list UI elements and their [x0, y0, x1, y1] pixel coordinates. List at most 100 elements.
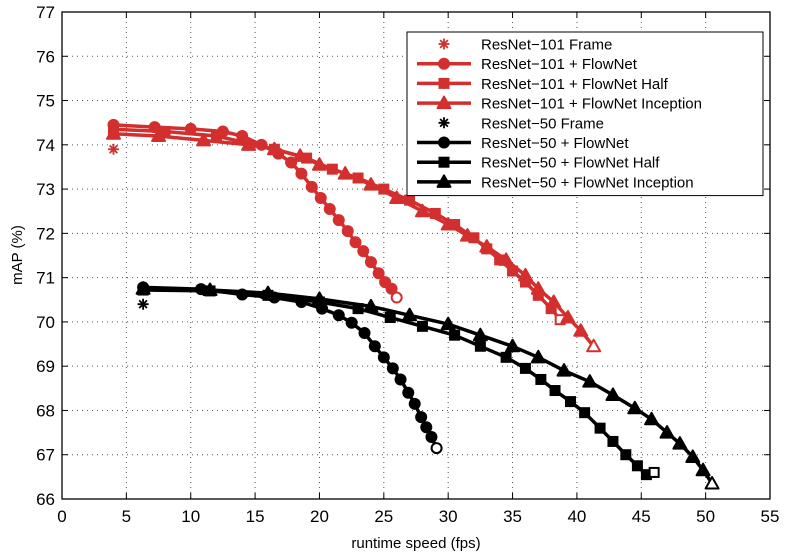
legend-label: ResNet−50 + FlowNet	[481, 135, 629, 152]
data-point	[135, 281, 151, 295]
data-point	[546, 294, 562, 308]
legend-entry: ResNet−101 + FlowNet	[417, 56, 638, 73]
data-point	[440, 217, 456, 231]
data-point	[449, 329, 461, 341]
data-point	[105, 126, 121, 140]
data-point	[323, 203, 336, 216]
data-point	[425, 431, 438, 444]
data-point	[648, 466, 660, 478]
y-tick-label: 69	[36, 357, 55, 376]
data-point	[605, 387, 621, 401]
data-point	[372, 267, 385, 280]
legend-label: ResNet−50 Frame	[481, 115, 604, 132]
y-tick-label: 77	[36, 3, 55, 22]
x-tick-label: 5	[122, 507, 131, 526]
data-point	[573, 323, 589, 337]
data-point	[332, 214, 345, 227]
data-point	[459, 228, 475, 242]
data-point	[672, 436, 688, 450]
data-point	[560, 309, 576, 324]
data-point	[384, 311, 396, 323]
data-point	[556, 363, 572, 377]
data-point	[402, 386, 415, 399]
axis-ticks: 0 5 10 15 20 25 30 35 40 45 50 55 66 67 68 69 70 71 72 73 74…	[36, 3, 779, 526]
data-point	[659, 425, 675, 439]
data-point	[390, 291, 403, 304]
data-point	[311, 291, 327, 305]
x-tick-label: 0	[57, 507, 66, 526]
x-tick-label: 50	[696, 507, 715, 526]
legend-label: ResNet−101 + FlowNet Half	[481, 76, 669, 93]
legend-label: ResNet−101 + FlowNet Inception	[481, 96, 702, 113]
data-point	[474, 340, 486, 352]
x-tick-label: 45	[632, 507, 651, 526]
y-tick-label: 76	[36, 47, 55, 66]
data-point	[389, 190, 405, 204]
x-tick-label: 15	[246, 507, 265, 526]
data-point	[505, 338, 521, 353]
data-point	[620, 449, 632, 461]
data-point	[337, 166, 353, 180]
data-point	[704, 476, 720, 490]
data-point	[685, 449, 701, 463]
data-point	[631, 460, 643, 472]
data-point	[266, 141, 282, 156]
series-layer	[105, 118, 720, 490]
data-point	[500, 351, 512, 363]
data-point	[644, 411, 660, 426]
x-tick-label: 25	[374, 507, 393, 526]
legend-marker	[438, 117, 450, 129]
data-point	[295, 167, 308, 180]
data-point	[364, 256, 377, 269]
data-point	[314, 191, 327, 204]
y-tick-label: 68	[36, 401, 55, 420]
y-tick-label: 70	[36, 313, 55, 332]
legend-marker	[438, 77, 450, 89]
y-tick-label: 67	[36, 446, 55, 465]
data-point	[627, 400, 643, 415]
data-point	[420, 421, 433, 434]
data-point	[479, 239, 495, 253]
data-point	[311, 157, 327, 171]
data-point	[402, 307, 418, 322]
x-tick-label: 40	[567, 507, 586, 526]
data-point	[472, 327, 488, 342]
data-point	[260, 285, 276, 300]
data-point	[535, 373, 547, 385]
y-tick-label: 66	[36, 490, 55, 509]
data-point	[363, 177, 379, 191]
plot-area-border	[61, 11, 771, 500]
legend-label: ResNet−50 + FlowNet Half	[481, 155, 660, 172]
legend-entry: ResNet−50 + FlowNet	[417, 135, 629, 152]
data-point	[549, 385, 561, 397]
legend-label: ResNet−50 + FlowNet Inception	[481, 174, 694, 191]
legend: ResNet−101 Frame ResNet−101 + FlowNet ResN…	[406, 31, 764, 197]
data-point	[210, 130, 222, 142]
series-4	[137, 298, 149, 310]
data-point	[586, 338, 602, 353]
series-3	[105, 126, 602, 353]
legend-entry: ResNet−50 + FlowNet Inception	[417, 174, 694, 191]
data-point	[416, 320, 428, 332]
data-point	[415, 411, 428, 424]
legend-entry: ResNet−50 Frame	[438, 115, 604, 132]
data-point	[377, 351, 390, 364]
legend-entry: ResNet−50 + FlowNet Half	[417, 155, 660, 172]
legend-box	[406, 31, 764, 197]
legend-marker	[436, 95, 452, 110]
data-point	[137, 298, 149, 310]
data-point	[607, 435, 619, 447]
y-tick-label: 75	[36, 92, 55, 111]
data-point	[305, 180, 318, 193]
data-point	[582, 374, 598, 388]
legend-marker	[438, 38, 450, 50]
series-0	[107, 143, 119, 155]
data-point	[530, 281, 546, 295]
y-tick-label: 73	[36, 180, 55, 199]
data-point	[151, 128, 167, 142]
series-7	[135, 281, 720, 490]
data-point	[357, 245, 370, 258]
data-point	[292, 148, 308, 162]
data-point	[394, 373, 407, 386]
